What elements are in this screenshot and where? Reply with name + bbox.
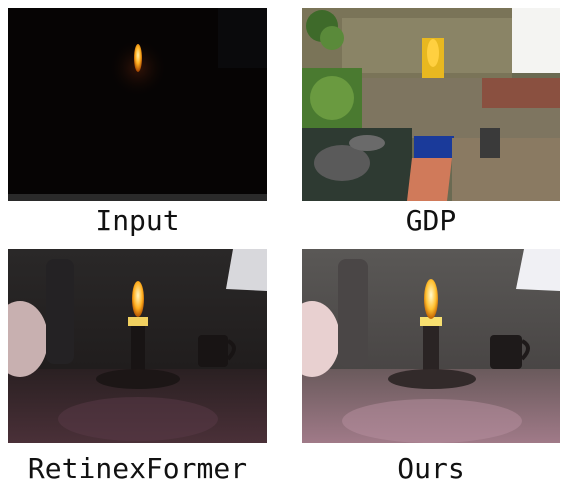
caption-input: Input xyxy=(95,204,180,237)
caption-retinexformer: RetinexFormer xyxy=(27,452,248,485)
caption-ours: Ours xyxy=(397,452,465,485)
retinexformer-image xyxy=(8,249,267,443)
caption-gdp: GDP xyxy=(405,204,457,237)
ours-image xyxy=(302,249,560,443)
gdp-image xyxy=(302,8,560,201)
input-image xyxy=(8,8,267,201)
